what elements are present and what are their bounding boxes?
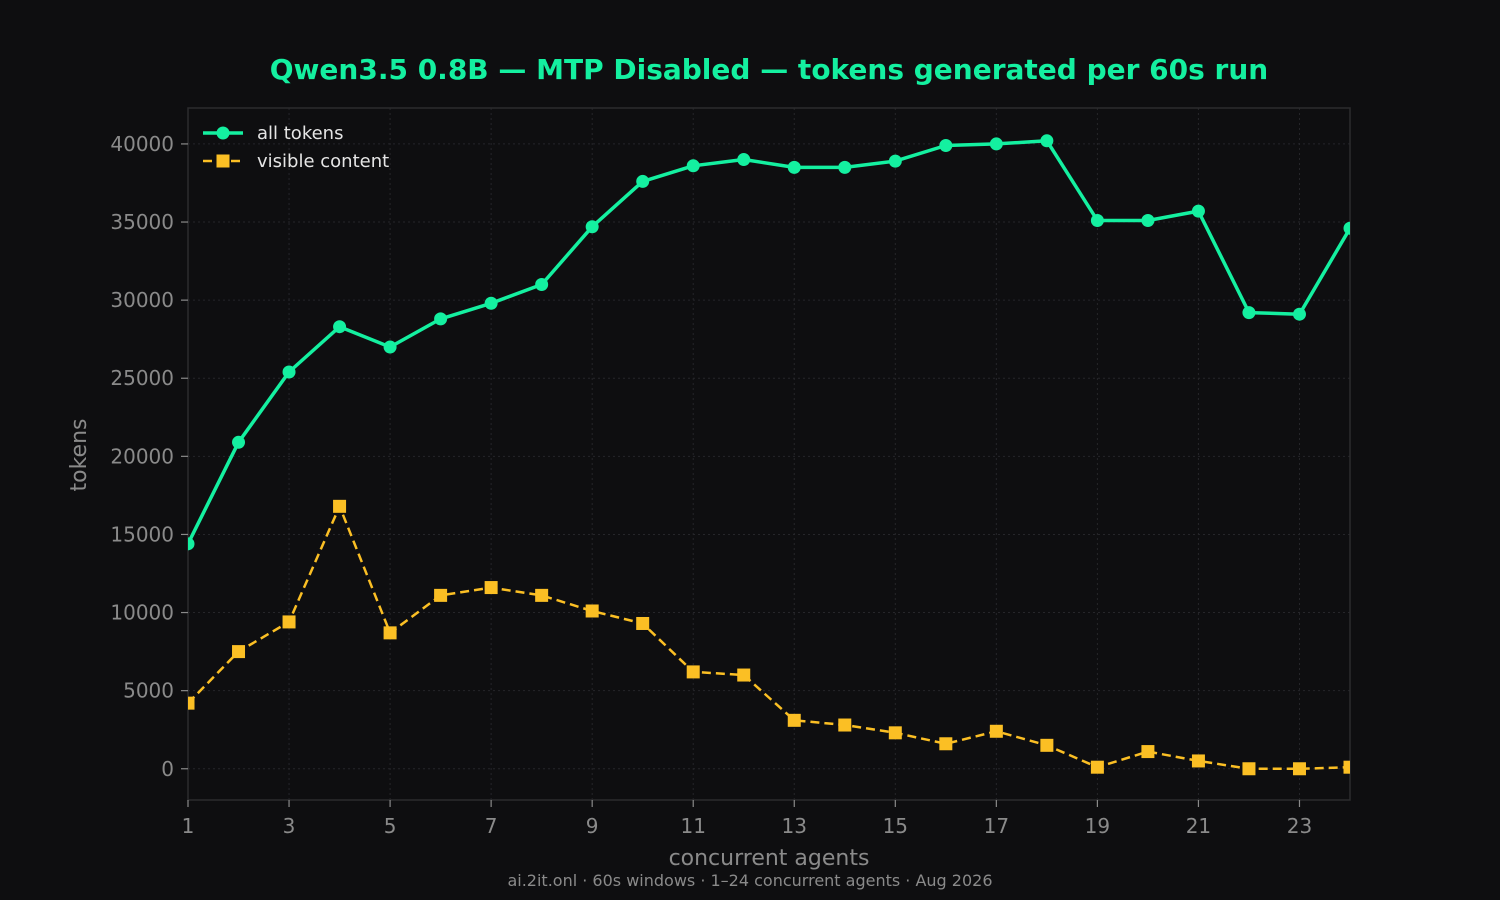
data-point-visible-content <box>484 581 498 595</box>
data-point-visible-content <box>535 588 549 602</box>
legend-label-visible-content: visible content <box>257 151 389 172</box>
y-tick-label: 20000 <box>110 444 174 468</box>
data-point-all-tokens <box>787 160 801 174</box>
data-point-all-tokens <box>484 296 498 310</box>
data-point-all-tokens <box>1090 213 1104 227</box>
data-point-all-tokens <box>383 340 397 354</box>
data-point-all-tokens <box>838 160 852 174</box>
legend-marker-all-tokens <box>216 126 230 140</box>
legend-label-all-tokens: all tokens <box>257 123 343 144</box>
data-point-visible-content <box>838 718 852 732</box>
data-point-all-tokens <box>1343 221 1350 235</box>
x-tick-label: 3 <box>283 814 296 838</box>
data-point-visible-content <box>636 616 650 630</box>
x-tick-label: 17 <box>984 814 1009 838</box>
data-point-visible-content <box>1090 760 1104 774</box>
data-point-visible-content <box>1242 762 1256 776</box>
data-point-all-tokens <box>1040 134 1054 148</box>
legend: all tokens visible content <box>203 123 389 172</box>
x-tick-label: 13 <box>782 814 807 838</box>
y-axis-label: tokens <box>67 419 92 492</box>
data-point-visible-content <box>188 696 195 710</box>
y-tick-label: 30000 <box>110 288 174 312</box>
y-tick-label: 5000 <box>123 679 174 703</box>
data-point-visible-content <box>1343 760 1350 774</box>
x-tick-label: 19 <box>1085 814 1110 838</box>
x-tick-label: 5 <box>384 814 397 838</box>
data-point-all-tokens <box>1242 306 1256 320</box>
footer-note: ai.2it.onl · 60s windows · 1–24 concurre… <box>507 871 992 890</box>
data-point-all-tokens <box>1141 213 1155 227</box>
data-point-visible-content <box>686 665 700 679</box>
legend-entry-visible-content: visible content <box>203 151 389 172</box>
data-point-all-tokens <box>636 174 650 188</box>
data-point-all-tokens <box>989 137 1003 151</box>
series-visible-content <box>188 499 1350 776</box>
data-point-visible-content <box>737 668 751 682</box>
data-point-all-tokens <box>535 278 549 292</box>
data-point-all-tokens <box>888 154 902 168</box>
data-point-visible-content <box>434 588 448 602</box>
x-tick-label: 15 <box>883 814 908 838</box>
x-tick-label: 7 <box>485 814 498 838</box>
x-tick-label: 21 <box>1186 814 1211 838</box>
data-point-visible-content <box>333 499 347 513</box>
x-tick-label: 11 <box>680 814 705 838</box>
data-point-all-tokens <box>737 153 751 167</box>
plot-frame <box>187 107 1351 801</box>
series-layer <box>188 134 1350 776</box>
data-point-all-tokens <box>232 435 246 449</box>
y-tick-label: 15000 <box>110 522 174 546</box>
y-tick-label: 10000 <box>110 601 174 625</box>
series-markers-all-tokens <box>188 134 1350 551</box>
data-point-visible-content <box>939 737 953 751</box>
data-point-visible-content <box>989 724 1003 738</box>
series-markers-visible-content <box>188 499 1350 776</box>
data-point-all-tokens <box>282 365 296 379</box>
data-point-visible-content <box>1292 762 1306 776</box>
ticks-layer: 0 5000 10000 15000 20000 25000 30000 35000 40000… <box>110 132 1312 838</box>
data-point-all-tokens <box>585 220 599 234</box>
data-point-all-tokens <box>188 537 195 551</box>
data-point-visible-content <box>1141 745 1155 759</box>
y-tick-label: 40000 <box>110 132 174 156</box>
data-point-visible-content <box>585 604 599 618</box>
legend-entry-all-tokens: all tokens <box>203 123 343 144</box>
x-tick-label: 1 <box>182 814 195 838</box>
data-point-all-tokens <box>1292 307 1306 321</box>
data-point-all-tokens <box>939 138 953 152</box>
y-tick-label: 25000 <box>110 366 174 390</box>
data-point-visible-content <box>787 713 801 727</box>
data-point-visible-content <box>383 626 397 640</box>
y-tick-label: 0 <box>161 757 174 781</box>
data-point-all-tokens <box>1191 204 1205 218</box>
data-point-all-tokens <box>434 312 448 326</box>
y-tick-label: 35000 <box>110 210 174 234</box>
data-point-all-tokens <box>686 159 700 173</box>
series-line-all-tokens <box>188 139 1350 545</box>
data-point-visible-content <box>232 645 246 659</box>
series-all-tokens <box>188 134 1350 551</box>
legend-marker-visible-content <box>216 154 230 168</box>
data-point-visible-content <box>282 615 296 629</box>
data-point-visible-content <box>1040 738 1054 752</box>
data-point-visible-content <box>1191 754 1205 768</box>
data-point-visible-content <box>888 726 902 740</box>
x-tick-label: 9 <box>586 814 599 838</box>
series-line-visible-content <box>188 505 1350 771</box>
x-axis-label: concurrent agents <box>669 846 870 871</box>
data-point-all-tokens <box>333 320 347 334</box>
x-tick-label: 23 <box>1287 814 1312 838</box>
chart-title: Qwen3.5 0.8B — MTP Disabled — tokens gen… <box>270 53 1268 86</box>
